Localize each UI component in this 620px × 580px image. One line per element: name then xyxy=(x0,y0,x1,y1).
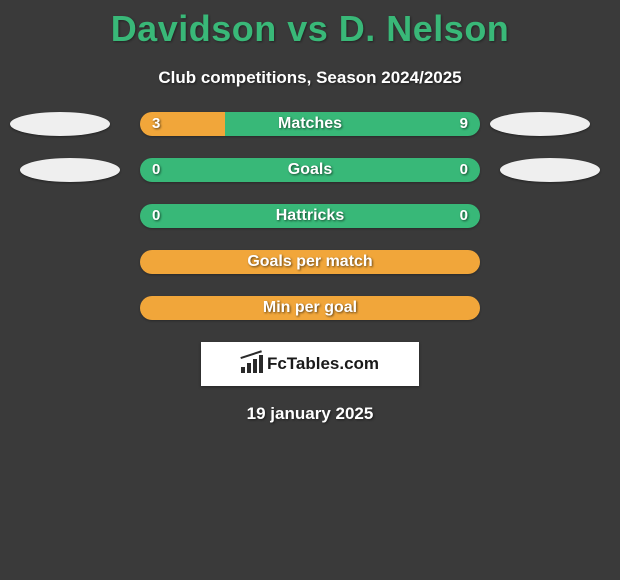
player-left-icon xyxy=(10,112,110,136)
stat-label: Matches xyxy=(140,112,480,136)
stat-row: 39Matches xyxy=(0,112,620,136)
stat-bar: Min per goal xyxy=(140,296,480,320)
bar-chart-icon xyxy=(241,355,263,373)
date-label: 19 january 2025 xyxy=(0,404,620,424)
stat-row: 00Goals xyxy=(0,158,620,182)
player-left-icon xyxy=(20,158,120,182)
stat-row: Goals per match xyxy=(0,250,620,274)
stats-container: 39Matches 00Goals 00Hattricks Goals per mat… xyxy=(0,112,620,320)
stat-bar: Goals per match xyxy=(140,250,480,274)
fctables-logo: FcTables.com xyxy=(201,342,419,386)
stat-bar: 00Hattricks xyxy=(140,204,480,228)
player-right-icon xyxy=(500,158,600,182)
stat-row: 00Hattricks xyxy=(0,204,620,228)
logo-text: FcTables.com xyxy=(267,354,379,374)
stat-label: Goals per match xyxy=(140,250,480,274)
page-title: Davidson vs D. Nelson xyxy=(0,0,620,50)
stat-label: Min per goal xyxy=(140,296,480,320)
stat-bar: 39Matches xyxy=(140,112,480,136)
stat-row: Min per goal xyxy=(0,296,620,320)
stat-label: Goals xyxy=(140,158,480,182)
player-right-icon xyxy=(490,112,590,136)
subtitle: Club competitions, Season 2024/2025 xyxy=(0,68,620,88)
stat-bar: 00Goals xyxy=(140,158,480,182)
stat-label: Hattricks xyxy=(140,204,480,228)
